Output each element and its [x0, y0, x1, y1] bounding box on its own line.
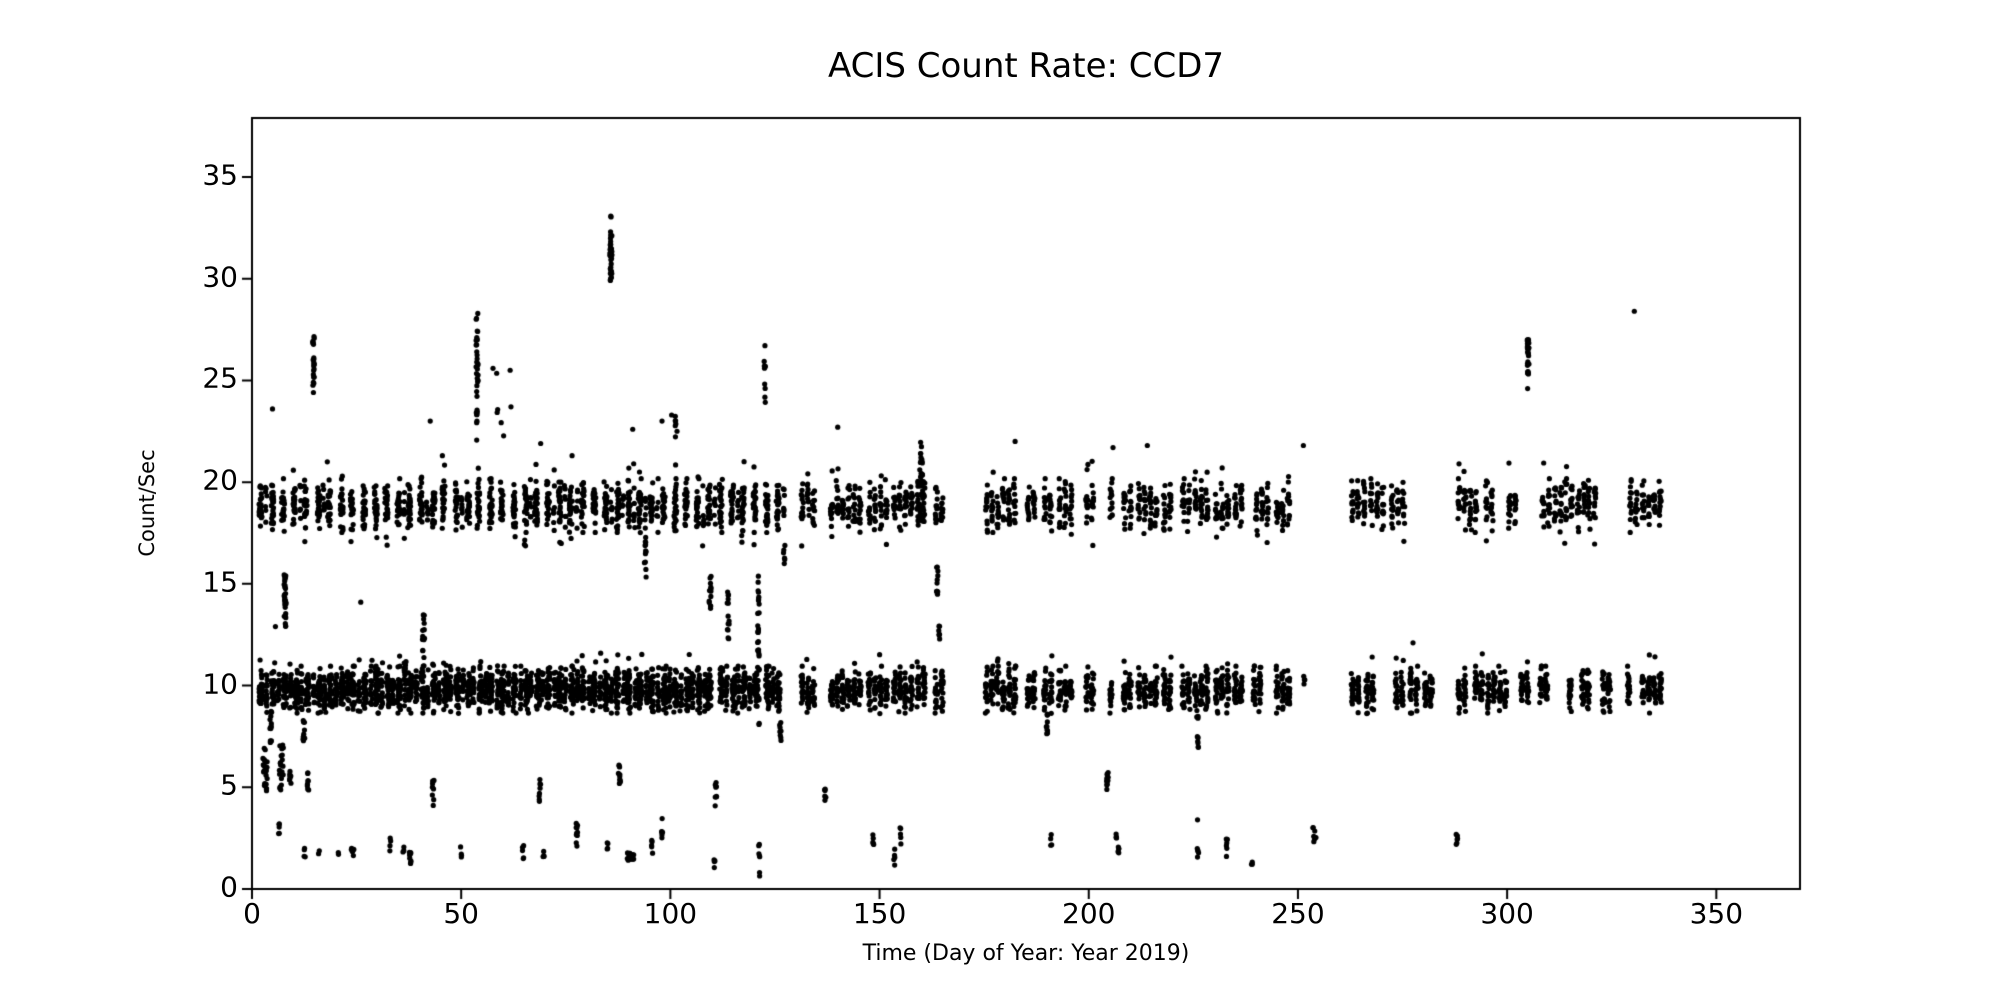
x-tick-label: 350	[1689, 897, 1744, 930]
y-tick-label: 30	[202, 260, 238, 294]
chart-title: ACIS Count Rate: CCD7	[827, 46, 1225, 86]
y-tick-label: 5	[220, 769, 238, 803]
x-tick-label: 100	[643, 897, 698, 930]
x-tick-label: 200	[1062, 897, 1116, 930]
y-tick-label: 0	[220, 870, 238, 904]
x-tick-label: 300	[1480, 897, 1534, 930]
x-tick-label: 50	[443, 897, 480, 930]
x-tick-label: 150	[852, 897, 907, 930]
y-tick-label: 25	[202, 362, 238, 396]
y-tick-label: 35	[202, 158, 238, 192]
y-tick-label: 10	[202, 667, 238, 701]
x-tick-label: 0	[243, 897, 261, 930]
x-axis-label: Time (Day of Year: Year 2019)	[862, 941, 1190, 966]
y-axis-label: Count/Sec	[135, 449, 159, 557]
x-tick-label: 250	[1271, 897, 1325, 930]
y-tick-label: 20	[202, 463, 238, 497]
y-tick-label: 15	[202, 565, 238, 599]
